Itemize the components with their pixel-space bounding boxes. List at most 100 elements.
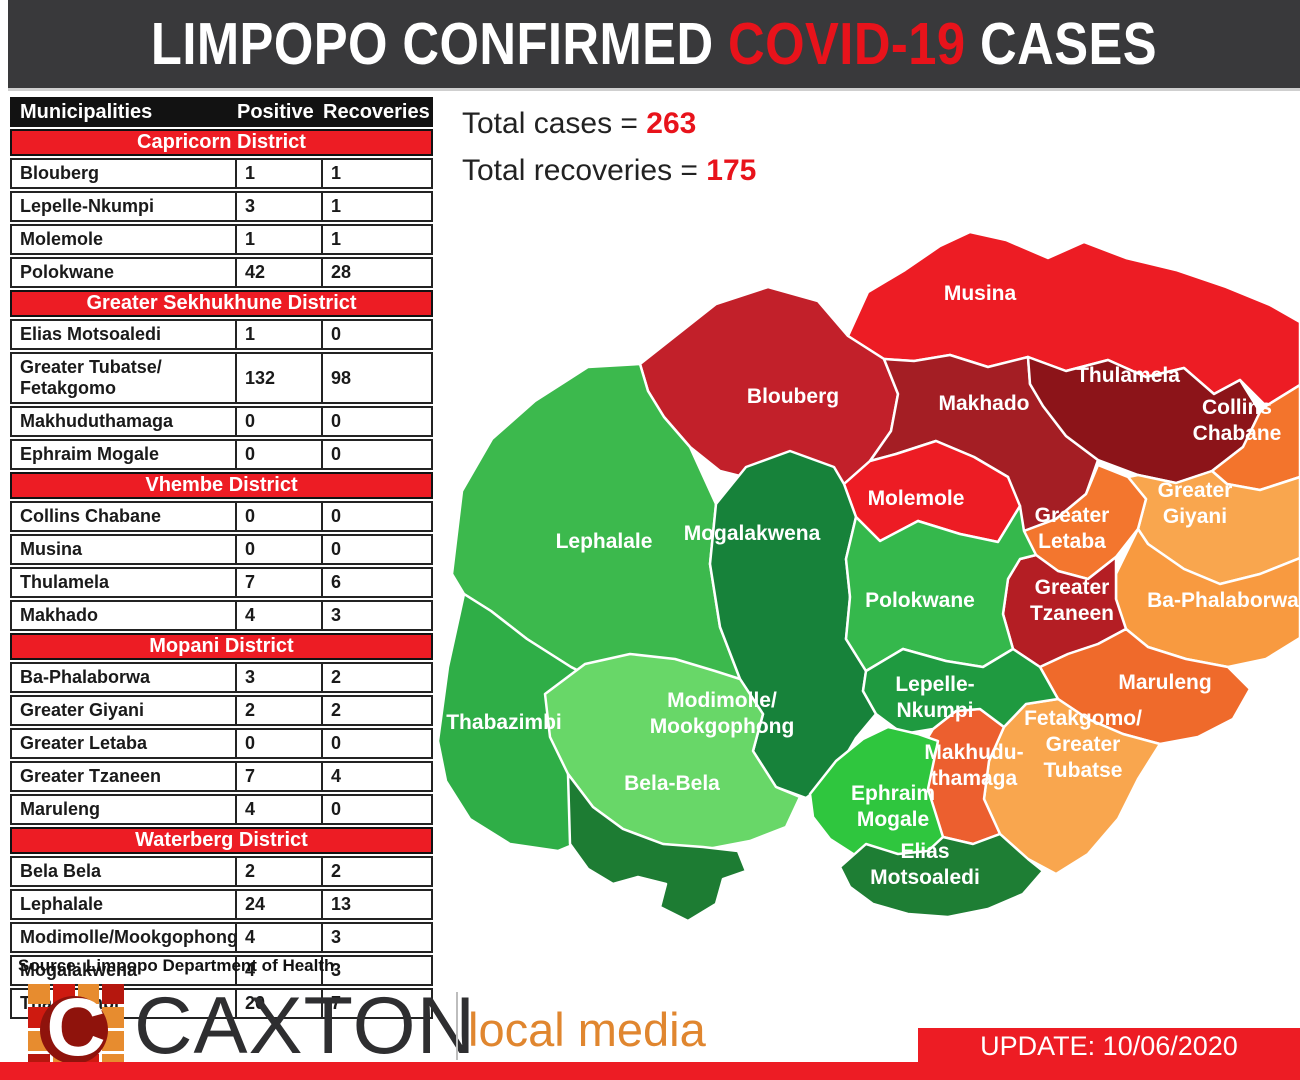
brand-divider — [456, 992, 458, 1060]
municipality-cell: Molemole — [12, 226, 237, 253]
map-region-label: Thulamela — [1076, 364, 1180, 387]
district-band: Mopani District — [10, 633, 433, 660]
positive-cell: 0 — [237, 441, 323, 468]
positive-cell: 4 — [237, 957, 323, 984]
positive-cell: 20 — [237, 990, 323, 1017]
header-municipalities: Municipalities — [20, 100, 153, 123]
district-band: Waterberg District — [10, 827, 433, 854]
table-row: Molemole 1 1 — [10, 224, 433, 255]
map-region-label: Modimolle/Mookgophong — [650, 689, 795, 738]
total-cases-value: 263 — [646, 107, 697, 140]
map-region-label: Molemole — [868, 487, 965, 510]
table-row: Elias Motsoaledi 1 0 — [10, 319, 433, 350]
table-row: Makhado 4 3 — [10, 600, 433, 631]
table-row: Musina 0 0 — [10, 534, 433, 565]
map-region-lepelle-nkumpi — [861, 647, 1060, 736]
recoveries-cell: 0 — [331, 506, 342, 526]
map-region-label: Polokwane — [865, 589, 975, 612]
municipality-cell: Lephalale — [12, 891, 237, 918]
municipality-cell: Maruleng — [12, 796, 237, 823]
title-highlight: COVID-19 — [728, 11, 966, 77]
map-region-bela-bela — [566, 772, 748, 923]
recoveries-cell: 3 — [331, 960, 342, 980]
municipality-cell: Mogalakwena — [12, 957, 237, 984]
municipality-cell: Lepelle-Nkumpi — [12, 193, 237, 220]
recoveries-cell: 98 — [331, 367, 352, 388]
header-recoveries: Recoveries — [323, 100, 430, 123]
positive-cell: 1 — [237, 321, 323, 348]
source-note: Source: Limpopo Department of Health — [18, 956, 335, 975]
recoveries-cell: 4 — [331, 766, 342, 786]
municipality-cell: Thulamela — [12, 569, 237, 596]
map-region-label: Makhado — [938, 392, 1029, 415]
table-row: Polokwane 42 28 — [10, 257, 433, 288]
limpopo-map: Musina Blouberg Makhado Thulamela Collins Cha… — [436, 230, 1300, 923]
table-row: Greater Tubatse/ Fetakgomo 132 98 — [10, 352, 433, 404]
header-positive: Positive — [237, 100, 314, 123]
positive-cell: 1 — [237, 226, 323, 253]
positive-cell: 4 — [237, 924, 323, 951]
caxton-logo-disc — [40, 996, 108, 1064]
positive-cell: 4 — [237, 796, 323, 823]
caxton-logo-letter: C — [46, 982, 106, 1073]
map-region-label: Greater Tzaneen — [1030, 576, 1114, 625]
table-row: Collins Chabane 0 0 — [10, 501, 433, 532]
table-row: Thulamela 7 6 — [10, 567, 433, 598]
recoveries-cell: 0 — [331, 733, 342, 753]
recoveries-cell: 13 — [331, 894, 352, 914]
map-region-label: Greater Giyani — [1158, 479, 1233, 528]
table-row: Lepelle-Nkumpi 3 1 — [10, 191, 433, 222]
positive-cell: 1 — [237, 160, 323, 187]
positive-cell: 7 — [237, 569, 323, 596]
recoveries-cell: 3 — [331, 927, 342, 947]
municipality-cell: Greater Letaba — [12, 730, 237, 757]
district-band: Capricorn District — [10, 129, 433, 156]
map-region-label: Musina — [944, 282, 1017, 305]
table-row: Blouberg 1 1 — [10, 158, 433, 189]
map-region-label: Greater Letaba — [1035, 504, 1110, 553]
positive-cell: 132 — [237, 354, 323, 402]
table-row: Greater Letaba 0 0 — [10, 728, 433, 759]
map-region-label: Bela-Bela — [624, 772, 720, 795]
title-bar: LIMPOPO CONFIRMED COVID-19 CASES — [8, 0, 1300, 91]
map-region-elias-motsoaledi — [838, 832, 1045, 919]
table-row: Mogalakwena 4 3 — [10, 955, 433, 986]
municipality-cell: Polokwane — [12, 259, 237, 286]
municipality-cell: Bela Bela — [12, 858, 237, 885]
local-media-text: local media — [468, 1003, 706, 1056]
update-date-badge: UPDATE: 10/06/2020 — [918, 1028, 1300, 1064]
page-title: LIMPOPO CONFIRMED COVID-19 CASES — [150, 11, 1158, 77]
caxton-brand-text: CAXTON — [134, 981, 477, 1071]
total-recoveries: Total recoveries = 175 — [462, 154, 757, 187]
table-row: Bela Bela 2 2 — [10, 856, 433, 887]
positive-cell: 42 — [237, 259, 323, 286]
positive-cell: 3 — [237, 664, 323, 691]
recoveries-cell: 2 — [331, 667, 342, 687]
positive-cell: 0 — [237, 503, 323, 530]
table-row: Ba-Phalaborwa 3 2 — [10, 662, 433, 693]
recoveries-cell: 0 — [331, 799, 342, 819]
map-region-label: Mogalakwena — [684, 522, 821, 545]
positive-cell: 2 — [237, 697, 323, 724]
municipality-cell: Greater Tubatse/ Fetakgomo — [12, 354, 237, 402]
table-row: Maruleng 4 0 — [10, 794, 433, 825]
recoveries-cell: 6 — [331, 572, 342, 592]
municipality-cell: Greater Giyani — [12, 697, 237, 724]
map-region-polokwane — [844, 504, 1038, 673]
total-cases: Total cases = 263 — [462, 107, 697, 140]
positive-cell: 3 — [237, 193, 323, 220]
map-region-label: Ba-Phalaborwa — [1147, 589, 1299, 612]
positive-cell: 4 — [237, 602, 323, 629]
municipality-cell: Musina — [12, 536, 237, 563]
table-row: Greater Tzaneen 7 4 — [10, 761, 433, 792]
map-region-label: Collins Chabane — [1193, 396, 1282, 445]
table-row: Greater Giyani 2 2 — [10, 695, 433, 726]
positive-cell: 7 — [237, 763, 323, 790]
recoveries-cell: 1 — [331, 163, 342, 183]
recoveries-cell: 7 — [331, 993, 342, 1013]
positive-cell: 0 — [237, 408, 323, 435]
map-region-ephraim-mogale — [808, 725, 945, 866]
bottom-red-strip — [0, 1062, 1300, 1080]
municipality-cell: Makhuduthamaga — [12, 408, 237, 435]
total-recoveries-value: 175 — [706, 154, 757, 187]
